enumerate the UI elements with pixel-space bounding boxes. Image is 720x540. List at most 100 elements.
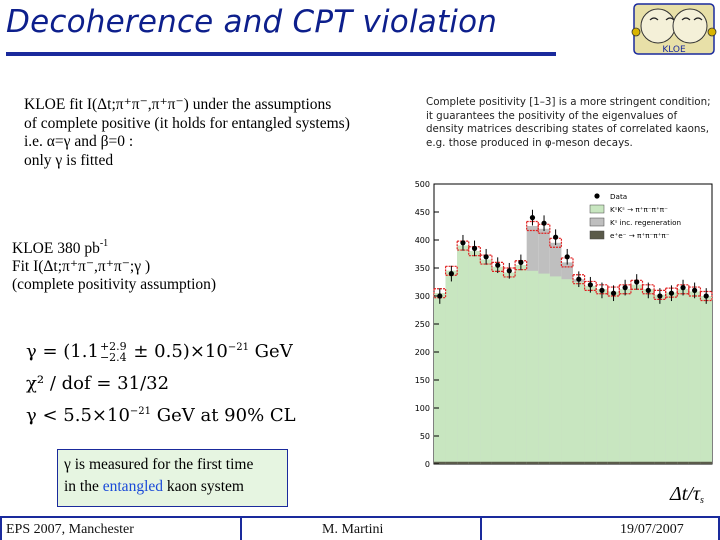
fit-error-band — [595, 284, 609, 295]
background-bar — [526, 461, 539, 464]
data-point — [471, 245, 478, 251]
fit-error-band — [514, 260, 528, 271]
data-point — [564, 254, 570, 260]
data-point — [692, 287, 698, 293]
intro-line: only γ is fitted — [24, 151, 114, 169]
fit-bar — [434, 293, 446, 464]
background-bar — [607, 461, 620, 464]
intro-text: KLOE fit I(Δt;π⁺π⁻,π⁺π⁻) under the assum… — [24, 96, 350, 170]
intro-line: i.e. α=γ and β=0 : — [24, 133, 134, 150]
data-point — [587, 282, 593, 288]
fit-bar — [700, 296, 712, 464]
background-bar — [538, 461, 550, 464]
y-tick-label: 300 — [415, 292, 430, 301]
intro-line: of complete positive (it holds for entan… — [24, 114, 350, 132]
fit-bar — [607, 291, 620, 464]
fit-bar — [642, 289, 655, 464]
footer-author: M. Martini — [322, 522, 384, 537]
background-bar — [573, 461, 585, 464]
intro-line: KLOE fit I(Δt;π⁺π⁻,π⁺π⁻) under the assum… — [24, 96, 332, 113]
gamma-exp: −21 — [227, 342, 249, 353]
note-line-1: γ is measured for the first time — [64, 456, 254, 473]
logo-text: KLOE — [662, 45, 686, 55]
data-point — [495, 262, 501, 268]
gamma-limit: γ < 5.5×10−21 GeV at 90% CL — [26, 405, 296, 426]
background-bar — [688, 461, 701, 464]
fit-bar — [688, 291, 701, 464]
fit-error-band — [641, 284, 655, 295]
fit-error-band — [433, 288, 447, 299]
footer-conference: EPS 2007, Manchester — [6, 522, 134, 537]
data-point — [553, 234, 559, 240]
legend-label: KˢKˢ → π⁺π⁻π⁺π⁻ — [610, 205, 668, 214]
data-point — [437, 293, 443, 299]
fit-bar — [619, 289, 631, 464]
data-point — [668, 290, 675, 296]
background-bar — [515, 461, 527, 464]
y-tick-label: 150 — [415, 376, 430, 385]
result-formulas: γ = (1.1 +2.9 −2.4 ± 0.5)×10−21 GeV χ² / d… — [26, 336, 296, 432]
y-tick-label: 200 — [415, 348, 430, 357]
background-bar — [434, 461, 446, 464]
fit-bar — [665, 292, 678, 464]
fit-bar — [538, 273, 550, 464]
limit-exp: −21 — [129, 406, 152, 417]
x-axis-label-sub: s — [700, 495, 704, 506]
entangled-word: entangled — [102, 478, 164, 495]
fit-bar — [503, 272, 516, 464]
fit-error-band — [444, 265, 458, 276]
fit-error-band — [560, 257, 574, 268]
data-point — [576, 276, 582, 282]
legend-label: Data — [610, 192, 627, 201]
fit-error-band — [502, 267, 516, 278]
legend-label: e⁺e⁻ → π⁺π⁻π⁺π⁻ — [610, 231, 670, 240]
fit-bar — [515, 265, 527, 464]
fit-error-band — [456, 240, 470, 251]
gamma-err-up: +2.9 — [99, 340, 127, 353]
fit-bar — [584, 285, 597, 464]
fit-bar — [596, 289, 608, 464]
data-point — [680, 285, 686, 291]
kloe-fit-block: KLOE 380 pb-1 Fit I(Δt;π⁺π⁻,π⁺π⁻;γ ) (co… — [12, 238, 217, 294]
y-tick-label: 450 — [415, 208, 430, 217]
background-bar — [445, 461, 458, 464]
data-point — [645, 287, 651, 293]
data-point — [448, 271, 454, 277]
fit-error-band — [468, 246, 481, 257]
delta-t-histogram: 0 50 100 150 200 250 300 350 400 450 500 Data KˢKˢ →… — [415, 180, 713, 469]
y-tick-label: 350 — [415, 264, 430, 273]
legend-swatch — [589, 230, 605, 240]
fit-bar — [526, 270, 539, 464]
paper-quote: Complete positivity [1–3] is a more stri… — [426, 96, 711, 149]
legend-swatch — [589, 217, 605, 227]
title-underline — [6, 52, 556, 56]
fit-error-band — [549, 237, 563, 248]
background-bar — [630, 461, 643, 464]
y-tick-label: 400 — [415, 236, 430, 245]
legend-swatch — [589, 204, 605, 214]
y-tick-label: 0 — [425, 460, 430, 469]
data-point — [622, 285, 628, 291]
data-point — [703, 293, 709, 299]
kloe-fit-function: Fit I(Δt;π⁺π⁻,π⁺π⁻;γ ) — [12, 258, 151, 275]
kloe-assumption: (complete positivity assumption) — [12, 276, 217, 293]
data-point — [657, 293, 663, 299]
fit-bar — [445, 270, 458, 464]
kloe-luminosity-exp: -1 — [99, 238, 109, 249]
data-point — [634, 279, 640, 285]
chi2-result: χ² / dof = 31/32 — [26, 373, 170, 394]
y-tick-label: 500 — [415, 180, 430, 189]
fit-error-band — [699, 290, 713, 302]
y-tick-label: 250 — [415, 320, 430, 329]
background-bar — [468, 461, 481, 464]
fit-bar — [457, 245, 469, 464]
fit-bar — [480, 259, 492, 464]
fit-bar — [630, 284, 643, 464]
background-bar — [619, 461, 631, 464]
data-point — [506, 268, 512, 274]
y-tick-label: 100 — [415, 404, 430, 413]
background-bar — [642, 461, 655, 464]
fit-bar — [468, 251, 481, 464]
footer-rule — [0, 516, 720, 518]
background-bar — [654, 461, 666, 464]
